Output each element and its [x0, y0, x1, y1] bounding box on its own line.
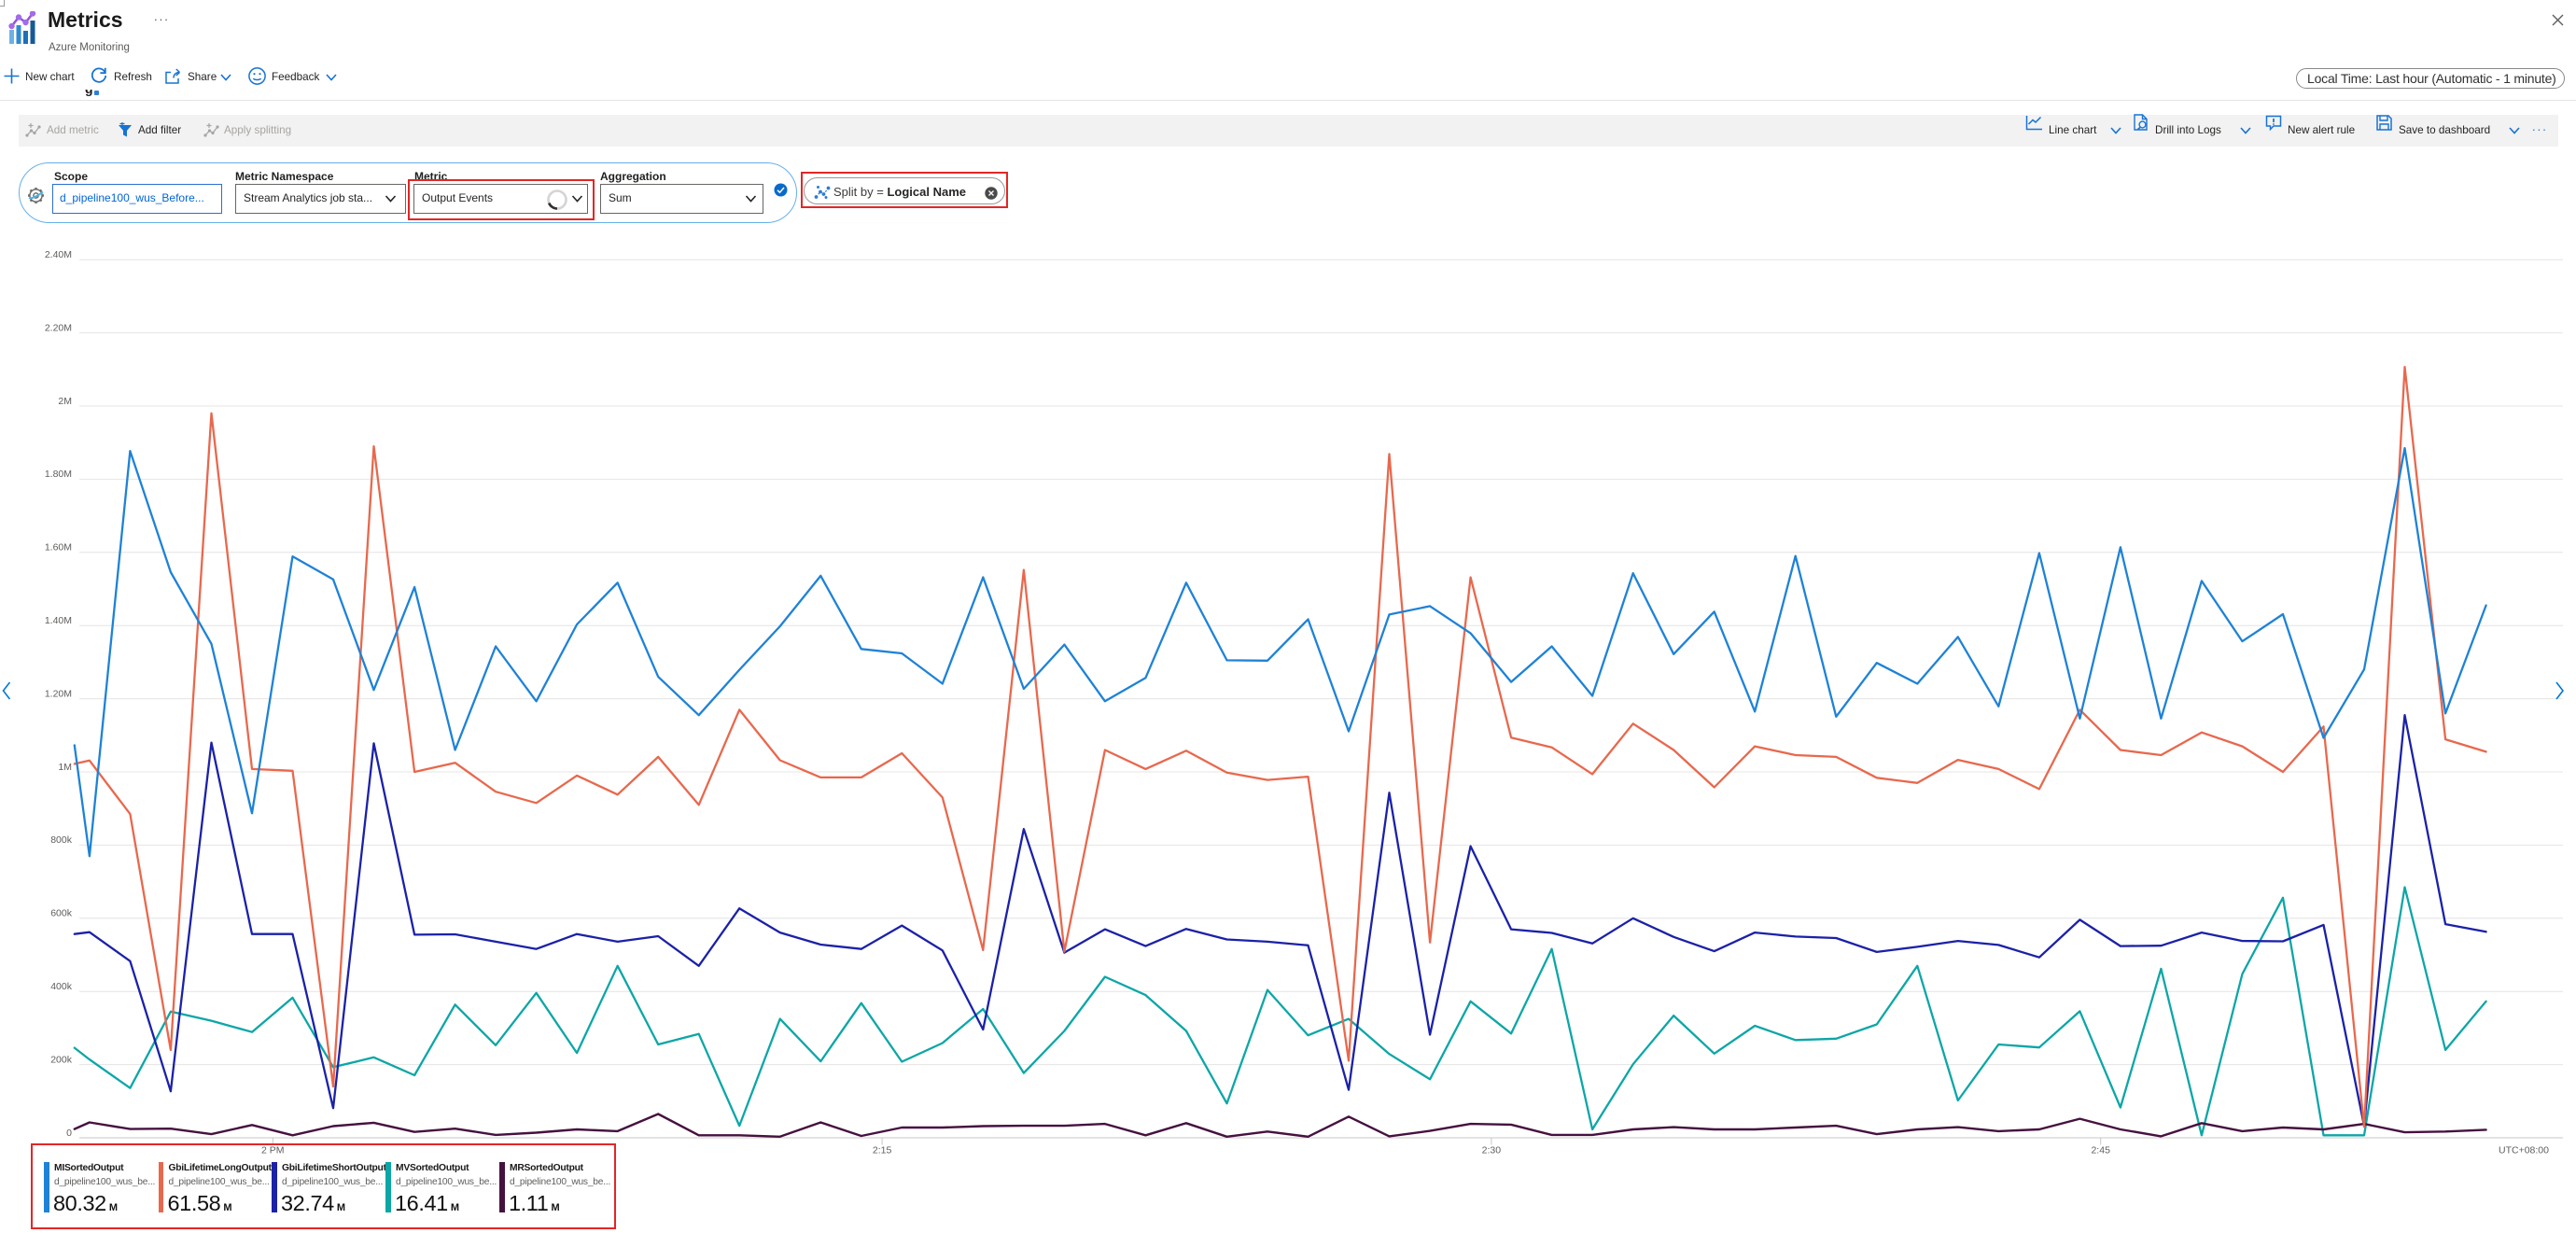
- svg-text:2:15: 2:15: [873, 1145, 892, 1156]
- svg-text:2.20M: 2.20M: [45, 322, 72, 333]
- svg-text:1.40M: 1.40M: [45, 615, 72, 626]
- svg-text:UTC+08:00: UTC+08:00: [2499, 1145, 2549, 1156]
- svg-text:0: 0: [66, 1128, 72, 1139]
- svg-text:2:45: 2:45: [2091, 1145, 2110, 1156]
- svg-text:2 PM: 2 PM: [261, 1145, 285, 1156]
- svg-text:2M: 2M: [58, 396, 72, 407]
- svg-text:1.60M: 1.60M: [45, 542, 72, 553]
- svg-text:800k: 800k: [50, 834, 73, 846]
- svg-text:600k: 600k: [50, 908, 73, 919]
- svg-text:1.20M: 1.20M: [45, 688, 72, 699]
- svg-text:1.80M: 1.80M: [45, 469, 72, 480]
- svg-text:2:30: 2:30: [1482, 1145, 1502, 1156]
- svg-text:1M: 1M: [58, 762, 72, 773]
- svg-text:2.40M: 2.40M: [45, 249, 72, 260]
- svg-text:400k: 400k: [50, 981, 73, 992]
- svg-text:200k: 200k: [50, 1054, 73, 1065]
